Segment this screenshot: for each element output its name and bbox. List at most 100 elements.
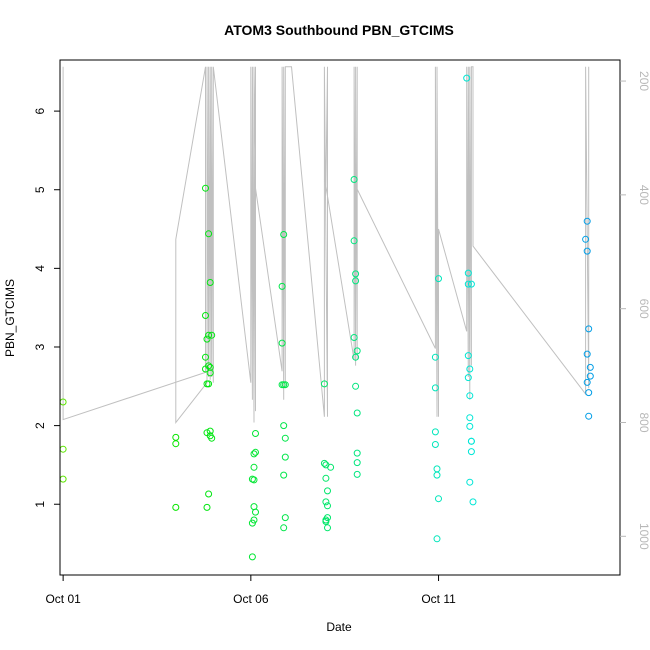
- data-point: [278, 339, 286, 347]
- data-point: [466, 478, 474, 486]
- data-point: [435, 495, 442, 503]
- data-point: [433, 535, 441, 543]
- data-point: [352, 270, 360, 278]
- data-point: [280, 471, 288, 479]
- y2-tick-label: 200: [637, 71, 650, 91]
- data-point: [353, 409, 361, 417]
- y-tick-label: 5: [33, 186, 47, 193]
- data-point: [205, 331, 213, 339]
- data-point: [352, 353, 360, 361]
- data-point: [585, 325, 593, 333]
- data-point: [467, 437, 475, 445]
- data-point: [320, 380, 328, 388]
- y-axis-label: PBN_GTCIMS: [3, 279, 17, 357]
- data-point: [250, 476, 258, 484]
- data-point: [248, 553, 256, 561]
- data-point: [327, 463, 335, 471]
- data-point: [206, 279, 214, 286]
- data-point: [353, 347, 361, 355]
- y2-tick-label: 400: [637, 185, 650, 205]
- data-point: [208, 434, 216, 442]
- y2-tick-label: 600: [637, 299, 650, 319]
- data-point: [248, 519, 256, 527]
- data-points: [59, 74, 594, 561]
- data-point: [353, 449, 361, 457]
- x-axis: Oct 01 Oct 06 Oct 11: [45, 575, 456, 606]
- data-point: [322, 498, 330, 506]
- data-point: [203, 335, 211, 343]
- data-point: [203, 503, 211, 511]
- data-point: [205, 490, 213, 498]
- data-point: [324, 502, 331, 510]
- data-point: [350, 176, 358, 183]
- data-point: [353, 470, 361, 478]
- data-point: [59, 445, 67, 453]
- data-point: [464, 374, 472, 382]
- data-point: [350, 334, 358, 341]
- y-axis: 1 2 3 4 5 6: [33, 107, 60, 508]
- data-point: [202, 184, 209, 192]
- data-point: [205, 230, 213, 238]
- x-axis-label: Date: [326, 620, 352, 634]
- y-tick-label: 6: [33, 107, 47, 114]
- data-point: [467, 280, 475, 288]
- data-point: [585, 412, 593, 420]
- data-point: [172, 440, 180, 448]
- data-point: [324, 524, 331, 532]
- data-point: [585, 389, 593, 397]
- data-point: [252, 430, 259, 437]
- chart-title: ATOM3 Southbound PBN_GTCIMS: [224, 22, 454, 38]
- data-point: [466, 422, 474, 430]
- data-point: [320, 459, 328, 467]
- data-point: [435, 275, 442, 283]
- data-point: [433, 465, 441, 473]
- data-point: [466, 392, 474, 400]
- data-point: [353, 459, 361, 467]
- data-point: [431, 353, 439, 361]
- plot-frame: [59, 59, 621, 576]
- data-point: [352, 277, 360, 285]
- data-point: [250, 463, 258, 471]
- x-tick-label: Oct 11: [421, 592, 456, 606]
- data-point: [583, 378, 591, 386]
- data-point: [464, 352, 472, 360]
- data-point: [202, 353, 209, 361]
- data-point: [582, 235, 590, 243]
- y-tick-label: 1: [33, 501, 47, 508]
- data-point: [59, 475, 67, 483]
- data-point: [172, 433, 180, 441]
- data-point: [281, 381, 289, 389]
- y-tick-label: 3: [33, 343, 47, 350]
- secondary-y-axis: 200 400 600 800 1000: [620, 71, 650, 550]
- data-point: [322, 474, 330, 482]
- data-point: [433, 471, 441, 479]
- data-point: [586, 363, 594, 371]
- data-point: [252, 448, 259, 456]
- y2-tick-label: 800: [637, 412, 650, 432]
- data-point: [205, 380, 213, 388]
- data-point: [202, 312, 209, 319]
- data-point: [252, 508, 259, 516]
- data-point: [324, 487, 331, 495]
- x-tick-label: Oct 01: [45, 592, 81, 606]
- data-point: [586, 372, 594, 380]
- data-point: [583, 217, 591, 225]
- flight-track-line: [62, 66, 590, 424]
- data-point: [431, 441, 439, 448]
- data-point: [172, 503, 180, 511]
- data-point: [431, 428, 439, 436]
- data-point: [250, 450, 258, 458]
- track-lines: [62, 66, 590, 424]
- data-point: [464, 280, 472, 288]
- data-point: [464, 269, 472, 277]
- y-tick-label: 2: [33, 422, 47, 429]
- y-tick-label: 4: [33, 265, 47, 272]
- y2-tick-label: 1000: [637, 523, 650, 550]
- data-point: [281, 434, 289, 442]
- data-point: [280, 524, 288, 532]
- x-tick-label: Oct 06: [233, 592, 269, 606]
- data-point: [467, 448, 475, 456]
- data-point: [352, 382, 360, 390]
